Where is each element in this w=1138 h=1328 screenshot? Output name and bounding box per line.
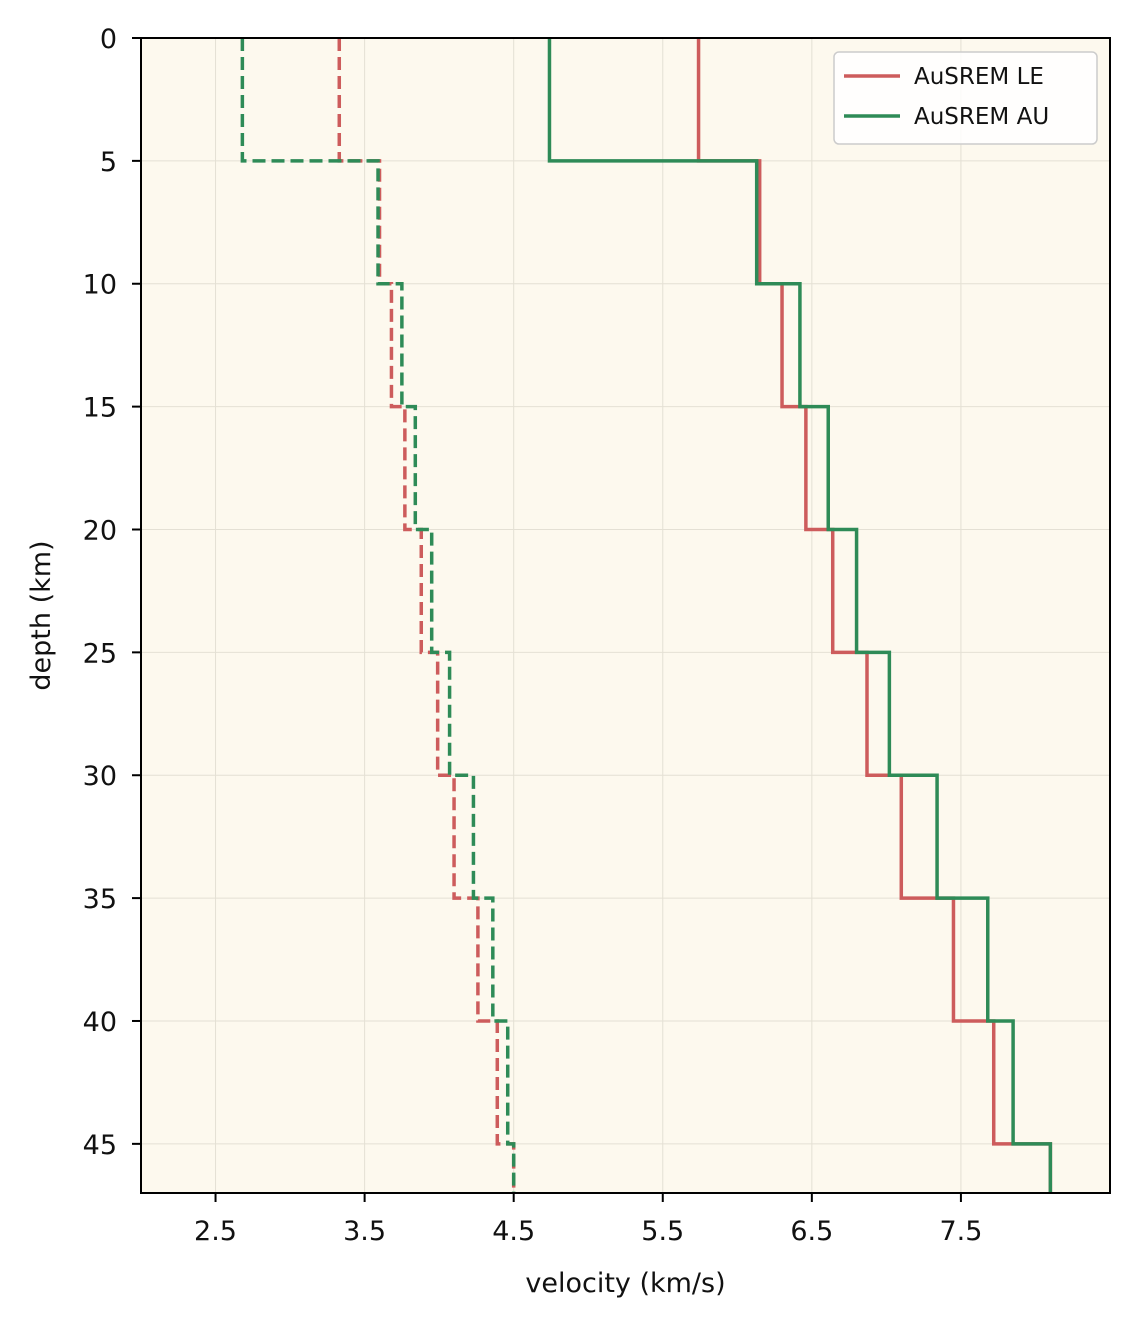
y-tick-label: 10 (83, 270, 117, 301)
plot-frame (140, 37, 1111, 1194)
series-layer (240, 38, 1053, 1193)
legend-label: AuSREM LE (914, 64, 1044, 90)
x-tick-label: 3.5 (343, 1216, 386, 1247)
x-tick-label: 6.5 (790, 1216, 833, 1247)
y-tick-label: 0 (100, 24, 117, 55)
x-tick-label: 5.5 (641, 1216, 684, 1247)
y-tick-label: 45 (83, 1130, 117, 1161)
legend: AuSREM LE AuSREM AU (833, 51, 1098, 145)
x-tick-label: 2.5 (194, 1216, 237, 1247)
plot-background (141, 38, 1110, 1193)
y-tick-label: 15 (83, 393, 117, 424)
series-line-vs-ausrem-au (240, 38, 516, 1193)
y-tick-label: 30 (83, 761, 117, 792)
y-axis-label: depth (km) (26, 540, 57, 690)
x-axis-label: velocity (km/s) (525, 1268, 725, 1299)
x-tick-label: 4.5 (492, 1216, 535, 1247)
y-tick-label: 35 (83, 884, 117, 915)
y-tick-label: 5 (100, 147, 117, 178)
legend-label: AuSREM AU (914, 104, 1049, 130)
y-tick-label: 25 (83, 638, 117, 669)
y-tick-label: 20 (83, 515, 117, 546)
x-tick-label: 7.5 (939, 1216, 982, 1247)
series-line-vp-ausrem-au (547, 38, 1053, 1193)
y-tick-label: 40 (83, 1007, 117, 1038)
axis-layer: 2.5 3.5 4.5 5.5 6.5 7.5 0 5 10 15 20 25 30 35 40 45 (83, 24, 983, 1247)
